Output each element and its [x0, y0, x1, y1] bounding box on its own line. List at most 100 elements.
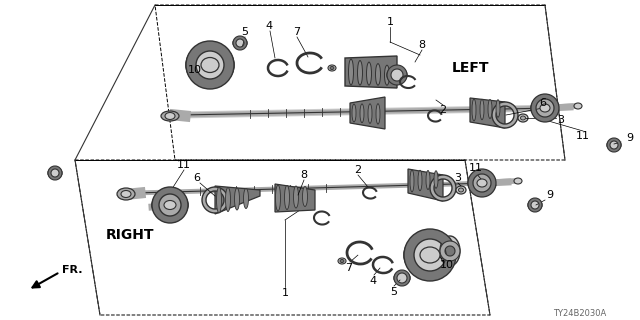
Ellipse shape — [468, 173, 496, 193]
Text: 10: 10 — [188, 65, 202, 75]
Ellipse shape — [418, 170, 422, 191]
Ellipse shape — [243, 188, 248, 209]
Wedge shape — [531, 94, 559, 122]
Ellipse shape — [234, 188, 239, 210]
Text: 6: 6 — [193, 173, 200, 183]
Ellipse shape — [48, 167, 62, 179]
Ellipse shape — [477, 179, 487, 187]
Text: 2: 2 — [355, 165, 362, 175]
Wedge shape — [48, 166, 62, 180]
Wedge shape — [468, 169, 496, 197]
Ellipse shape — [376, 104, 380, 124]
Ellipse shape — [328, 65, 336, 71]
Ellipse shape — [518, 114, 528, 122]
Text: 11: 11 — [177, 160, 191, 170]
Ellipse shape — [186, 44, 234, 86]
Text: 8: 8 — [419, 40, 426, 50]
Ellipse shape — [376, 64, 381, 85]
Text: 9: 9 — [627, 133, 634, 143]
Text: 5: 5 — [241, 27, 248, 37]
Wedge shape — [394, 270, 410, 286]
Ellipse shape — [303, 187, 307, 206]
Ellipse shape — [233, 38, 247, 48]
Text: 4: 4 — [266, 21, 273, 31]
Text: 11: 11 — [469, 163, 483, 173]
Ellipse shape — [368, 104, 372, 124]
Ellipse shape — [514, 178, 522, 184]
Text: 2: 2 — [440, 105, 447, 115]
Ellipse shape — [360, 104, 364, 123]
Polygon shape — [345, 56, 397, 88]
Text: 9: 9 — [547, 190, 554, 200]
Ellipse shape — [277, 68, 281, 70]
Ellipse shape — [368, 191, 372, 195]
Polygon shape — [215, 186, 260, 214]
Ellipse shape — [381, 265, 385, 268]
Polygon shape — [408, 169, 443, 201]
Ellipse shape — [161, 111, 179, 121]
Text: FR.: FR. — [62, 265, 83, 275]
Wedge shape — [440, 241, 460, 261]
Ellipse shape — [480, 99, 484, 120]
Text: 6: 6 — [540, 98, 547, 108]
Text: LEFT: LEFT — [451, 61, 489, 75]
Ellipse shape — [152, 192, 188, 218]
Ellipse shape — [121, 190, 131, 197]
Ellipse shape — [472, 99, 476, 121]
Ellipse shape — [164, 201, 176, 210]
Text: 4: 4 — [369, 276, 376, 286]
Ellipse shape — [456, 186, 466, 194]
Wedge shape — [152, 187, 188, 223]
Text: 10: 10 — [440, 260, 454, 270]
Ellipse shape — [433, 115, 437, 117]
Ellipse shape — [607, 140, 621, 150]
Ellipse shape — [340, 260, 344, 262]
Ellipse shape — [426, 171, 430, 189]
Text: 3: 3 — [557, 115, 564, 125]
Ellipse shape — [352, 104, 356, 122]
Ellipse shape — [394, 272, 410, 284]
Text: 7: 7 — [346, 263, 353, 273]
Ellipse shape — [520, 116, 525, 120]
Wedge shape — [528, 198, 542, 212]
Text: 5: 5 — [390, 287, 397, 297]
Wedge shape — [607, 138, 621, 152]
Wedge shape — [404, 229, 456, 281]
Ellipse shape — [574, 103, 582, 109]
Ellipse shape — [294, 186, 298, 208]
Ellipse shape — [285, 186, 289, 210]
Text: 1: 1 — [282, 288, 289, 298]
Polygon shape — [350, 97, 385, 129]
Ellipse shape — [201, 58, 219, 73]
Ellipse shape — [338, 258, 346, 264]
Text: TY24B2030A: TY24B2030A — [554, 308, 607, 317]
Ellipse shape — [387, 67, 407, 83]
Text: 11: 11 — [576, 131, 590, 141]
Ellipse shape — [434, 171, 438, 188]
Ellipse shape — [410, 170, 414, 192]
Text: 8: 8 — [300, 170, 308, 180]
Text: 7: 7 — [293, 27, 301, 37]
Wedge shape — [233, 36, 247, 50]
Ellipse shape — [358, 60, 362, 85]
Ellipse shape — [440, 236, 460, 266]
Ellipse shape — [275, 185, 280, 211]
Ellipse shape — [420, 247, 440, 263]
Polygon shape — [470, 98, 505, 128]
Ellipse shape — [307, 61, 312, 65]
Ellipse shape — [404, 233, 456, 277]
Ellipse shape — [165, 113, 175, 119]
Ellipse shape — [496, 100, 500, 117]
Ellipse shape — [349, 59, 353, 85]
Ellipse shape — [367, 62, 371, 85]
Ellipse shape — [540, 104, 550, 112]
Text: 3: 3 — [454, 173, 461, 183]
Ellipse shape — [531, 98, 559, 118]
Wedge shape — [202, 187, 228, 213]
Ellipse shape — [488, 100, 492, 118]
Wedge shape — [186, 41, 234, 89]
Ellipse shape — [330, 67, 334, 69]
Wedge shape — [387, 65, 407, 85]
Ellipse shape — [358, 251, 362, 255]
Text: 1: 1 — [387, 17, 394, 27]
